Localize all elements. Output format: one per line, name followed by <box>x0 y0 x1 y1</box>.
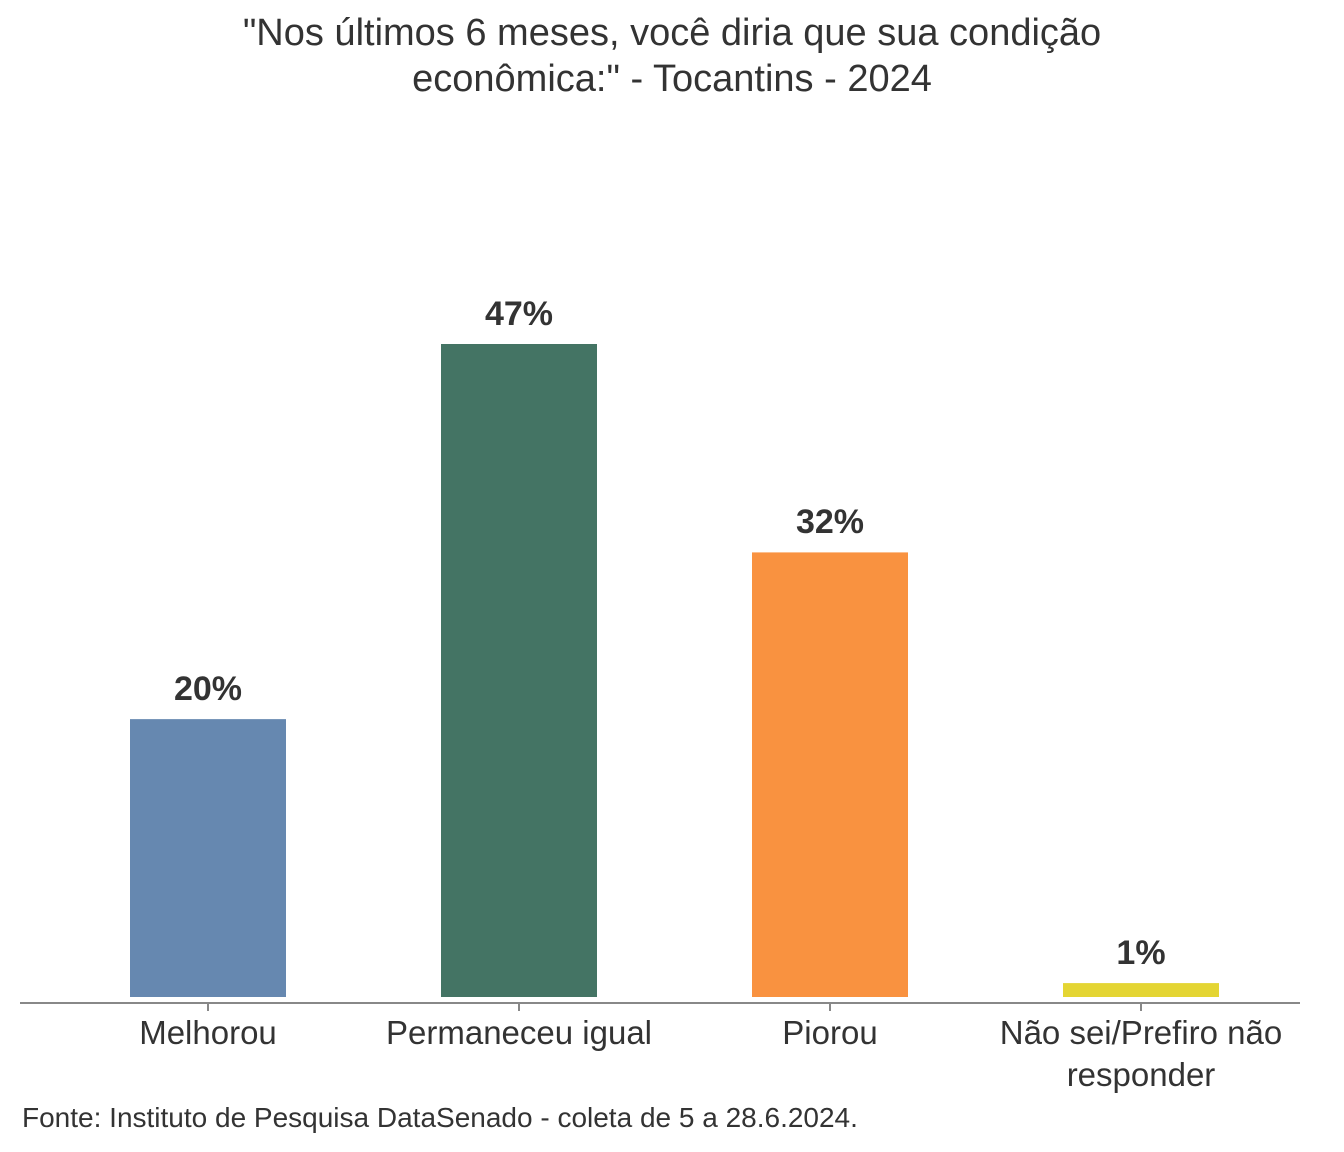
x-tick-label: Piorou <box>782 1014 878 1051</box>
bar <box>1063 983 1219 997</box>
value-label: 1% <box>1116 934 1166 973</box>
x-tick-label: Não sei/Prefiro não responder <box>999 1014 1283 1093</box>
bar <box>752 552 908 997</box>
source: Fonte: Instituto de Pesquisa DataSenado … <box>22 1102 858 1133</box>
chart-title: "Nos últimos 6 meses, você diria que sua… <box>242 12 1102 100</box>
value-label: 20% <box>173 670 243 709</box>
value-label: 32% <box>795 503 865 542</box>
bar <box>130 719 286 997</box>
value-label: 47% <box>484 295 554 333</box>
x-tick-label: Melhorou <box>139 1014 277 1051</box>
x-tick-label: Permaneceu igual <box>386 1014 652 1051</box>
bar <box>441 344 597 997</box>
